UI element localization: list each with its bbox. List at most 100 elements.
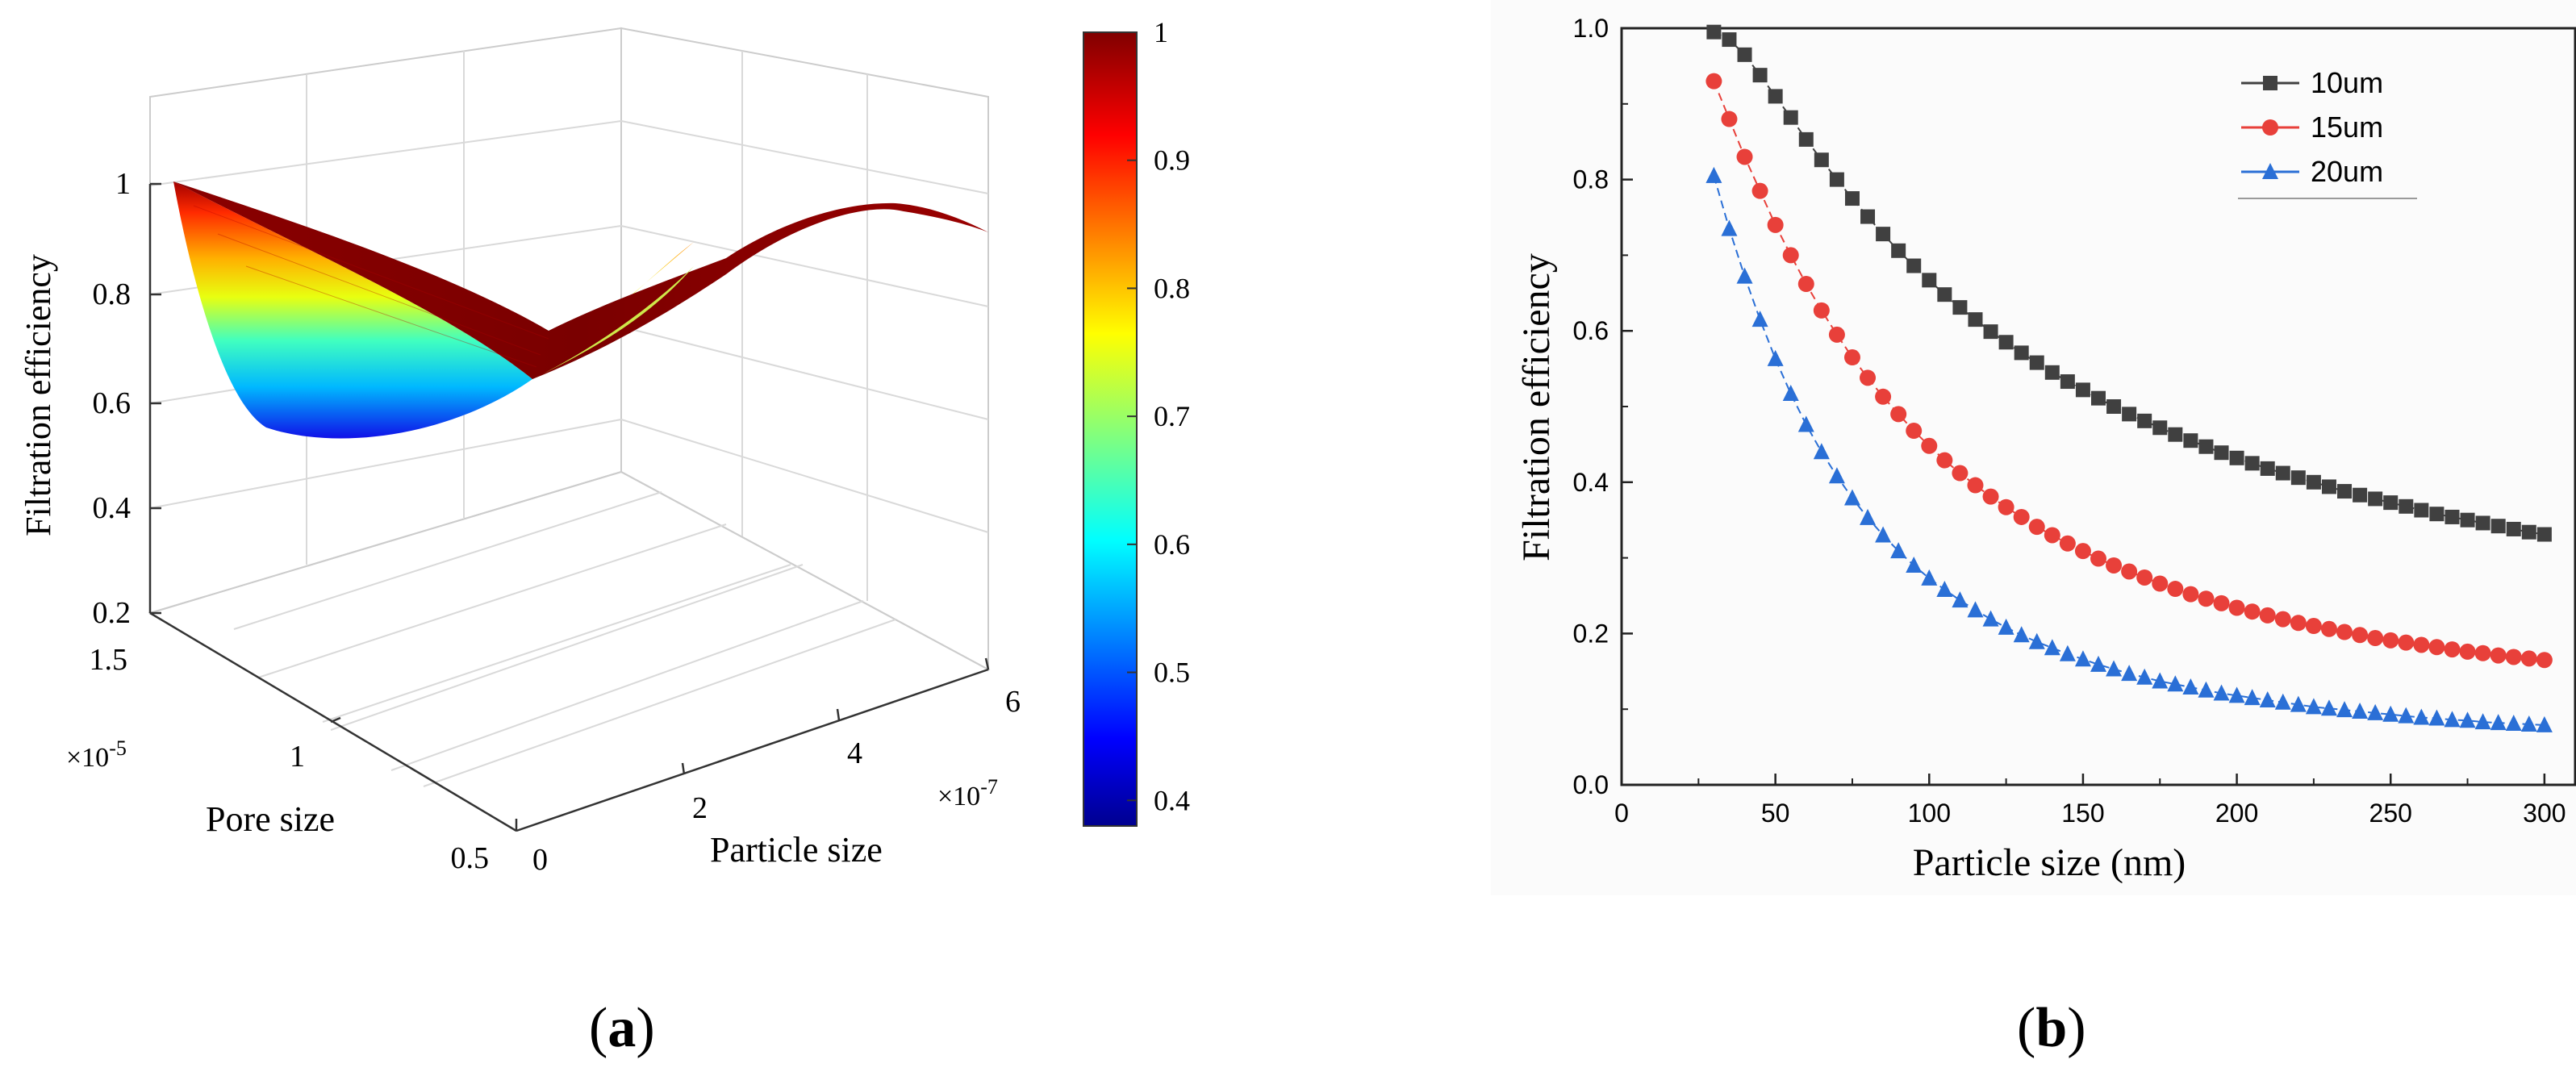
x-tick-label: 250 (2369, 799, 2412, 828)
data-point (2028, 632, 2045, 649)
data-point (2074, 543, 2091, 560)
data-point (2490, 714, 2507, 731)
data-point (1721, 111, 1738, 127)
data-point (2213, 594, 2230, 611)
data-point (1736, 148, 1753, 165)
data-point (1936, 452, 1953, 469)
x-tick-label: 0 (532, 843, 548, 877)
data-point (2136, 569, 2153, 586)
data-point (2414, 503, 2429, 518)
data-point (2014, 345, 2029, 361)
data-point (2259, 690, 2276, 707)
data-point (2182, 678, 2199, 695)
data-point (2520, 715, 2537, 732)
x-axis-label: Particle size (nm) (1913, 841, 2186, 884)
data-point (1906, 556, 1923, 573)
y-exponent-power: -5 (109, 736, 127, 760)
data-point (1783, 110, 1798, 125)
data-point (2213, 684, 2230, 701)
x-axis-label: Particle size (710, 830, 883, 870)
data-point (2290, 615, 2307, 632)
axes-box-3d (148, 27, 991, 832)
colorbar-tick-label: 1 (1154, 16, 1168, 48)
legend-label: 15um (2311, 111, 2383, 144)
data-point (1797, 276, 1814, 293)
data-point (1737, 47, 1752, 62)
data-point (2352, 627, 2369, 644)
data-point (2183, 433, 2198, 448)
data-point (2536, 715, 2553, 732)
data-point (2290, 470, 2306, 486)
data-point (1998, 618, 2014, 635)
data-point (2367, 703, 2384, 720)
data-point (1860, 508, 1877, 525)
y-tick-label: 0.0 (1573, 770, 1609, 799)
colorbar-tick-label: 0.4 (1154, 784, 1190, 816)
panel-b-line-chart: 0 50 100 150 200 250 300 0.0 0.2 0.4 0.6 0.8 1.0 10u… (1491, 0, 2576, 895)
x-tick-label: 200 (2215, 799, 2258, 828)
z-tick-label: 0.8 (93, 277, 132, 311)
z-tick-label: 0.4 (93, 491, 132, 525)
data-point (1890, 542, 1907, 559)
data-point (2044, 365, 2060, 380)
data-point (1890, 406, 1907, 423)
data-point (2398, 707, 2415, 724)
data-point (1876, 227, 1891, 242)
data-point (2182, 586, 2199, 603)
data-point (2059, 644, 2076, 661)
data-point (2075, 382, 2090, 398)
data-point (1967, 601, 1984, 618)
data-point (2305, 618, 2322, 635)
x-tick-label: 300 (2523, 799, 2566, 828)
legend-marker (2262, 163, 2278, 179)
data-point (2091, 390, 2106, 406)
data-point (2044, 639, 2060, 656)
data-point (1768, 89, 1783, 104)
data-point (2444, 641, 2461, 658)
data-point (1828, 326, 1845, 343)
y-exponent: ×10-5 (66, 736, 127, 773)
data-point (1936, 580, 1953, 597)
data-point (1844, 191, 1860, 206)
data-point (1906, 258, 1922, 273)
x-tick-label: 6 (1005, 685, 1021, 719)
data-point (1736, 267, 1753, 284)
x-tick-label: 0 (1614, 799, 1629, 828)
data-point (2167, 675, 2184, 692)
y-axis-label: Pore size (206, 799, 335, 839)
axis-ticks: 0 50 100 150 200 250 300 0.0 0.2 0.4 0.6 0.8 1.0 (1573, 14, 2566, 828)
data-point (1722, 32, 1737, 48)
data-point (2259, 607, 2276, 624)
data-point (1922, 273, 1937, 288)
data-point (1998, 335, 2014, 350)
data-point (1828, 467, 1845, 484)
data-point (2337, 484, 2353, 499)
y-exponent-base: ×10 (66, 743, 109, 773)
data-point (2459, 643, 2476, 660)
data-point (2044, 527, 2060, 544)
data-point (1721, 219, 1738, 236)
data-point (2244, 689, 2261, 706)
data-point (2536, 652, 2553, 669)
efficiency-surface (173, 181, 988, 439)
data-point (1860, 209, 1876, 224)
data-point (1813, 302, 1830, 319)
data-point (2244, 456, 2260, 471)
data-point (1998, 498, 2014, 515)
data-point (2413, 708, 2430, 725)
data-point (2060, 374, 2075, 390)
data-point (2505, 715, 2522, 732)
data-point (2028, 519, 2045, 536)
data-point (2121, 665, 2138, 682)
data-point (1875, 388, 1892, 405)
data-point (1767, 349, 1784, 366)
y-tick-labels: 1.5 1 0.5 (90, 643, 490, 875)
data-point (2444, 711, 2461, 728)
x-tick-label: 2 (692, 791, 708, 825)
data-point (2305, 698, 2322, 715)
data-point (2367, 630, 2384, 647)
legend-label: 10um (2311, 66, 2383, 99)
data-point (1752, 68, 1768, 83)
data-point (2290, 695, 2307, 712)
